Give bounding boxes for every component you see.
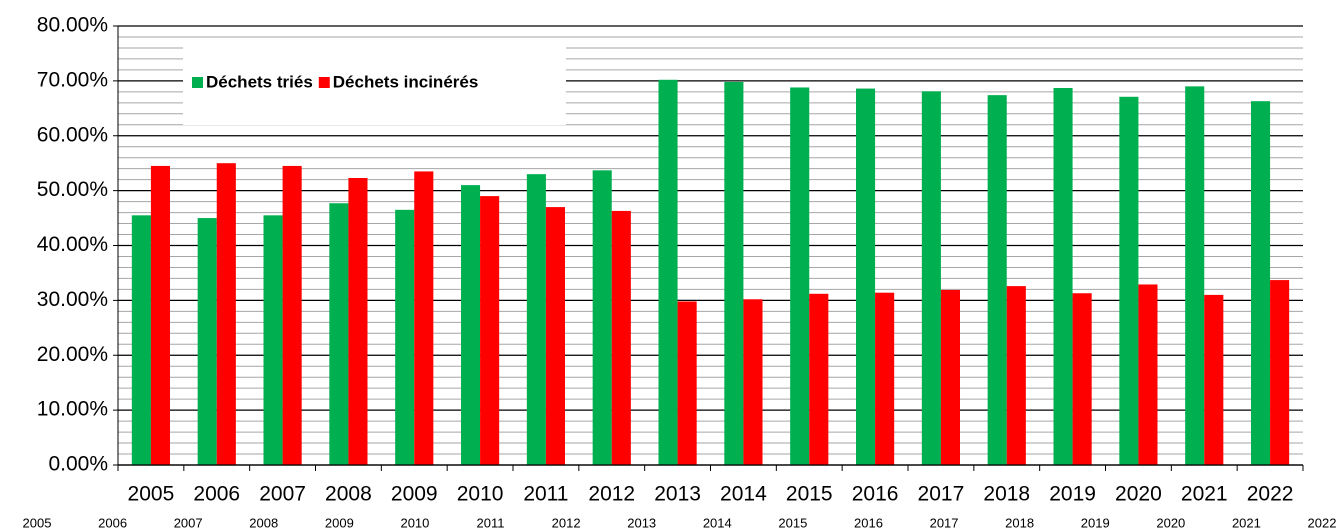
x-tick-label: 2011 xyxy=(523,483,568,506)
bar xyxy=(131,215,151,465)
bar xyxy=(592,170,612,466)
secondary-label: 2021 xyxy=(1232,515,1261,530)
legend-label: Déchets incinérés xyxy=(333,72,479,91)
bar xyxy=(1119,96,1139,465)
x-tick-label: 2007 xyxy=(259,483,306,506)
bar xyxy=(150,165,171,465)
legend-label: Déchets triés xyxy=(206,72,313,91)
x-tick-label: 2009 xyxy=(391,483,438,506)
legend-swatch xyxy=(318,77,330,88)
x-tick-label: 2018 xyxy=(983,483,1030,506)
bar xyxy=(987,95,1007,465)
secondary-label: 2020 xyxy=(1156,515,1185,530)
secondary-label: 2007 xyxy=(174,515,203,530)
bar xyxy=(940,289,961,465)
bar xyxy=(677,301,697,465)
bar xyxy=(348,178,368,465)
bar xyxy=(545,207,566,465)
x-tick-label: 2006 xyxy=(193,483,240,506)
bar xyxy=(1072,293,1092,465)
bar xyxy=(526,174,546,465)
bar xyxy=(1053,88,1073,465)
legend-swatch xyxy=(192,77,203,88)
bar xyxy=(724,81,744,465)
bar xyxy=(263,215,283,465)
secondary-label: 2014 xyxy=(703,515,732,530)
x-tick-label: 2008 xyxy=(325,483,372,506)
bar xyxy=(611,210,631,465)
x-tick-label: 2022 xyxy=(1247,483,1294,506)
secondary-label: 2013 xyxy=(627,515,656,530)
bar xyxy=(282,165,302,465)
secondary-label: 2012 xyxy=(552,515,581,530)
legend-box xyxy=(183,45,566,125)
bar xyxy=(414,171,434,465)
bar xyxy=(395,209,415,465)
bar xyxy=(658,79,678,465)
bar xyxy=(1270,280,1290,465)
x-tick-label: 2015 xyxy=(786,483,833,506)
x-tick-label: 2019 xyxy=(1049,483,1096,506)
bar xyxy=(790,87,810,466)
secondary-label: 2011 xyxy=(477,515,505,530)
bar xyxy=(1250,101,1271,466)
x-tick-label: 2014 xyxy=(720,483,767,506)
secondary-label: 2008 xyxy=(249,515,278,530)
x-tick-label: 2020 xyxy=(1115,483,1162,506)
bar xyxy=(875,292,895,465)
y-tick-label: 40.00% xyxy=(37,233,108,256)
secondary-label: 2015 xyxy=(778,515,807,530)
bar xyxy=(197,218,217,465)
bar xyxy=(1006,286,1026,465)
x-tick-label: 2005 xyxy=(128,483,175,506)
secondary-label: 2016 xyxy=(854,515,883,530)
y-tick-label: 30.00% xyxy=(37,288,108,311)
y-tick-label: 10.00% xyxy=(37,398,108,421)
y-tick-label: 80.00% xyxy=(37,14,108,37)
secondary-label: 2006 xyxy=(98,515,127,530)
bar xyxy=(743,299,763,465)
secondary-label: 2005 xyxy=(23,515,52,530)
x-tick-label: 2013 xyxy=(654,483,701,506)
bar xyxy=(1204,294,1224,465)
secondary-label: 2009 xyxy=(325,515,354,530)
secondary-label: 2018 xyxy=(1005,515,1034,530)
y-tick-label: 70.00% xyxy=(37,68,108,91)
bar xyxy=(1138,284,1158,465)
y-tick-label: 50.00% xyxy=(37,178,108,201)
secondary-label: 2017 xyxy=(930,515,959,530)
x-tick-label: 2012 xyxy=(588,483,635,506)
bar xyxy=(216,163,236,465)
bar xyxy=(480,196,500,466)
secondary-label: 2019 xyxy=(1081,515,1110,530)
x-tick-label: 2017 xyxy=(918,483,965,506)
y-tick-label: 60.00% xyxy=(37,123,108,146)
bar xyxy=(809,293,829,465)
secondary-label: 2022 xyxy=(1308,515,1337,530)
secondary-label: 2010 xyxy=(400,515,429,530)
bar xyxy=(855,88,876,466)
bar xyxy=(329,203,349,465)
y-tick-label: 0.00% xyxy=(48,453,108,476)
x-tick-label: 2016 xyxy=(852,483,899,506)
x-tick-label: 2010 xyxy=(457,483,504,506)
bar xyxy=(460,185,481,465)
bar xyxy=(921,91,941,466)
y-tick-label: 20.00% xyxy=(37,343,108,366)
x-tick-label: 2021 xyxy=(1181,483,1228,506)
bar xyxy=(1185,86,1205,466)
